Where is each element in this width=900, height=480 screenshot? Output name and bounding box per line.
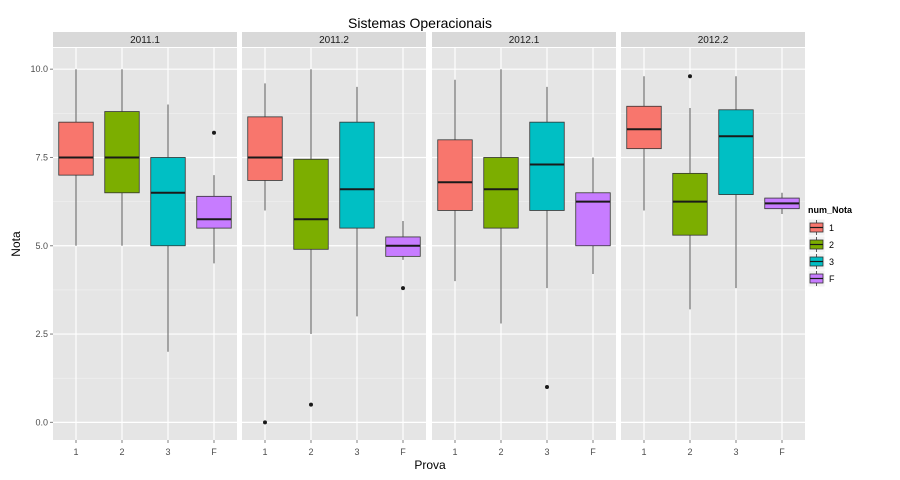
- box-iqr: [196, 195, 232, 229]
- legend-title: num_Nota: [808, 205, 853, 215]
- legend: num_Nota 1 2 3 F: [807, 205, 853, 288]
- x-tick-label: F: [590, 447, 596, 457]
- box-2012.2-1: [626, 76, 662, 211]
- x-tick-label: 2: [119, 447, 124, 457]
- box-2012.1-F: [575, 157, 611, 275]
- box-2011.1-F: [196, 130, 232, 264]
- legend-item-2: 2: [807, 235, 834, 254]
- panel-2012.1: 2012.1 1 2 3 F: [432, 32, 616, 457]
- box-iqr: [437, 139, 473, 211]
- box-2011.1-3: [150, 104, 186, 352]
- box-iqr: [672, 172, 708, 236]
- panel-2012.2: 2012.2 1 2 3 F: [621, 32, 805, 457]
- x-tick-label: 2: [498, 447, 503, 457]
- outlier-point: [309, 402, 313, 407]
- x-tick-label: F: [400, 447, 406, 457]
- box-iqr: [718, 109, 754, 195]
- x-tick-label: 3: [544, 447, 549, 457]
- box-2011.1-2: [104, 69, 140, 246]
- legend-label: 1: [829, 223, 834, 233]
- box-iqr: [529, 121, 565, 211]
- x-tick-label: 3: [165, 447, 170, 457]
- box-iqr: [58, 121, 94, 176]
- box-2011.2-2: [293, 69, 329, 407]
- box-2012.2-F: [764, 192, 800, 214]
- panel-2011.2: 2011.2 1 2 3 F: [242, 32, 426, 457]
- box-iqr: [150, 157, 186, 247]
- outlier-point: [263, 420, 267, 425]
- outlier-point: [688, 74, 692, 79]
- legend-label: 2: [829, 240, 834, 250]
- box-2012.2-3: [718, 76, 754, 289]
- chart-title: Sistemas Operacionais: [348, 15, 492, 31]
- x-tick-label: F: [211, 447, 217, 457]
- box-iqr: [247, 116, 283, 181]
- panel-strip-label: 2011.2: [319, 35, 349, 46]
- outlier-point: [401, 286, 405, 291]
- box-iqr: [339, 121, 375, 229]
- y-tick-label: 7.5: [35, 152, 48, 162]
- x-tick-label: 2: [308, 447, 313, 457]
- panel-strip: [242, 32, 426, 47]
- box-iqr: [483, 157, 519, 229]
- box-iqr: [293, 158, 329, 250]
- box-2012.2-2: [672, 74, 708, 310]
- legend-item-1: 1: [807, 218, 834, 237]
- box-2012.1-2: [483, 69, 519, 324]
- y-tick-label: 0.0: [35, 417, 48, 427]
- box-2011.2-F: [385, 221, 421, 291]
- x-tick-label: 3: [733, 447, 738, 457]
- legend-item-F: F: [807, 269, 835, 288]
- box-2011.2-3: [339, 86, 375, 317]
- y-tick-label: 2.5: [35, 329, 48, 339]
- x-axis-label: Prova: [414, 458, 446, 472]
- x-tick-label: 2: [687, 447, 692, 457]
- legend-label: F: [829, 274, 835, 284]
- panel-strip: [432, 32, 616, 47]
- panels: 2011.1 1 2 3 F 2011.2 1 2 3 F 2012.1 1 2 3 F 2012.2 1 2 3 F…: [30, 32, 805, 457]
- x-tick-label: F: [779, 447, 785, 457]
- legend-item-3: 3: [807, 252, 834, 271]
- x-tick-label: 1: [452, 447, 457, 457]
- outlier-point: [545, 385, 549, 390]
- box-iqr: [104, 111, 140, 194]
- box-2012.1-1: [437, 79, 473, 282]
- box-iqr: [626, 105, 662, 150]
- panel-strip-label: 2011.1: [130, 35, 160, 46]
- panel-strip: [53, 32, 237, 47]
- panel-strip-label: 2012.2: [698, 35, 729, 46]
- panel-2011.1: 2011.1 1 2 3 F: [53, 32, 237, 457]
- box-2011.1-1: [58, 69, 94, 246]
- x-tick-label: 1: [73, 447, 78, 457]
- panel-strip-label: 2012.1: [509, 35, 540, 46]
- y-axis: 0.0 2.5 5.0 7.5 10.0: [30, 64, 53, 427]
- panel-strip: [621, 32, 805, 47]
- x-tick-label: 1: [641, 447, 646, 457]
- x-tick-label: 3: [354, 447, 359, 457]
- y-axis-label: Nota: [9, 231, 23, 257]
- x-tick-label: 1: [262, 447, 267, 457]
- box-2011.2-1: [247, 83, 283, 425]
- box-2012.1-3: [529, 86, 565, 390]
- outlier-point: [212, 130, 216, 135]
- legend-label: 3: [829, 257, 834, 267]
- y-tick-label: 5.0: [35, 241, 48, 251]
- panel-background: [53, 48, 237, 440]
- y-tick-label: 10.0: [30, 64, 48, 74]
